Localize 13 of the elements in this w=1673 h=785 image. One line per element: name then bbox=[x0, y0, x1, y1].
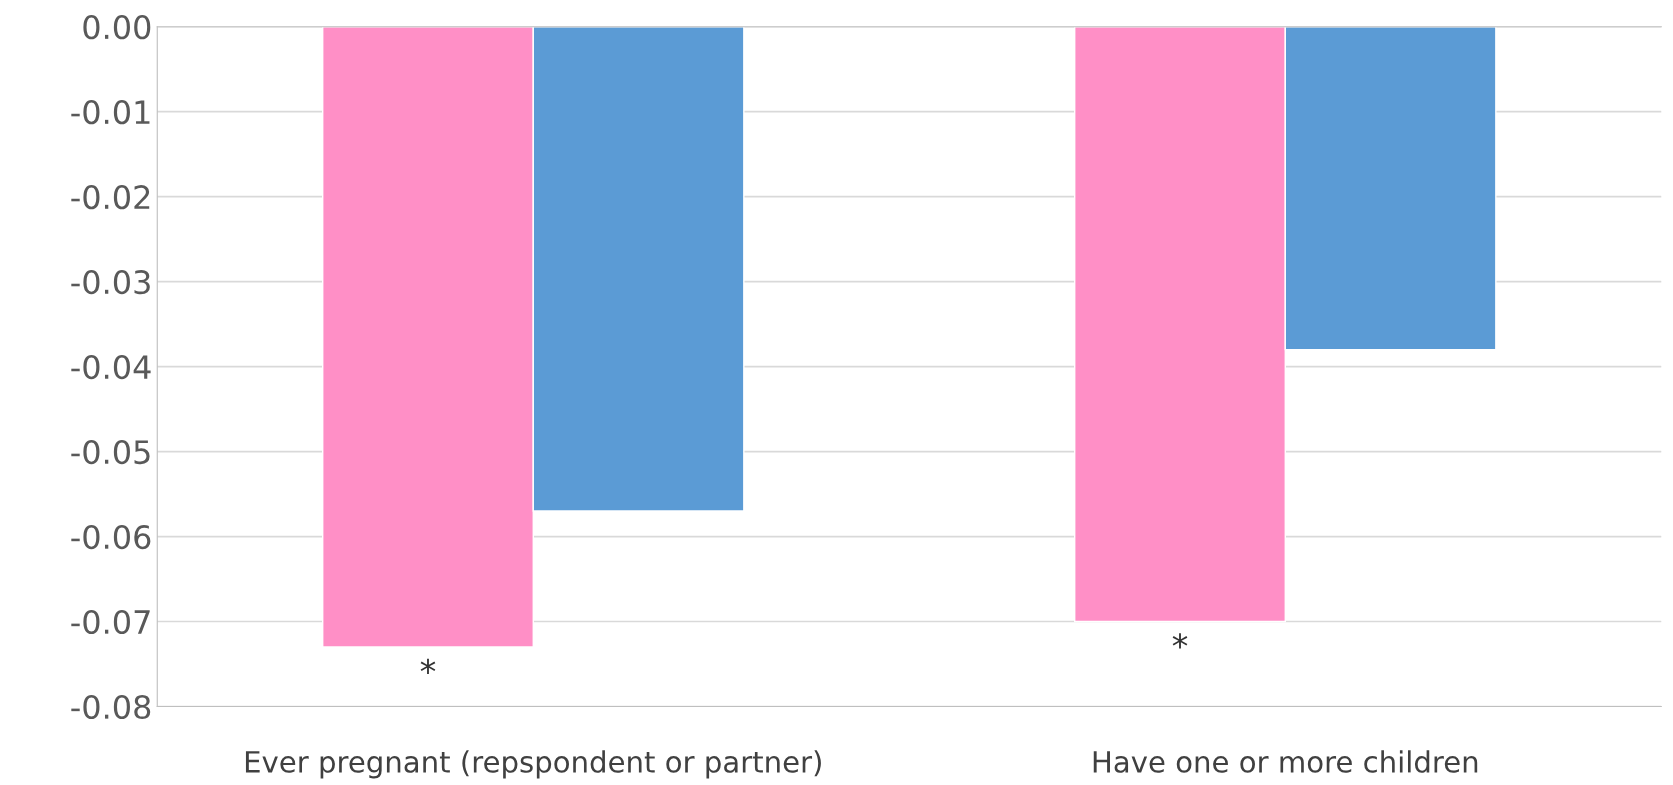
y-tick-label: -0.04 bbox=[71, 355, 151, 380]
y-tick-label: -0.01 bbox=[71, 100, 150, 125]
y-tick-label: -0.02 bbox=[71, 185, 150, 210]
annotation: * bbox=[420, 658, 436, 674]
y-tick-label: -0.03 bbox=[71, 270, 150, 295]
y-tick-label: -0.05 bbox=[71, 440, 150, 465]
y-tick-label: -0.08 bbox=[71, 694, 151, 720]
x-tick-label: Ever pregnant (repspondent or partner) bbox=[245, 750, 821, 779]
y-tick-label: -0.07 bbox=[71, 609, 150, 635]
annotation: * bbox=[1172, 633, 1188, 649]
y-tick-label: 0.00 bbox=[83, 15, 151, 40]
y-tick-label: -0.06 bbox=[71, 524, 151, 550]
x-tick-label: Have one or more children bbox=[1093, 750, 1478, 773]
